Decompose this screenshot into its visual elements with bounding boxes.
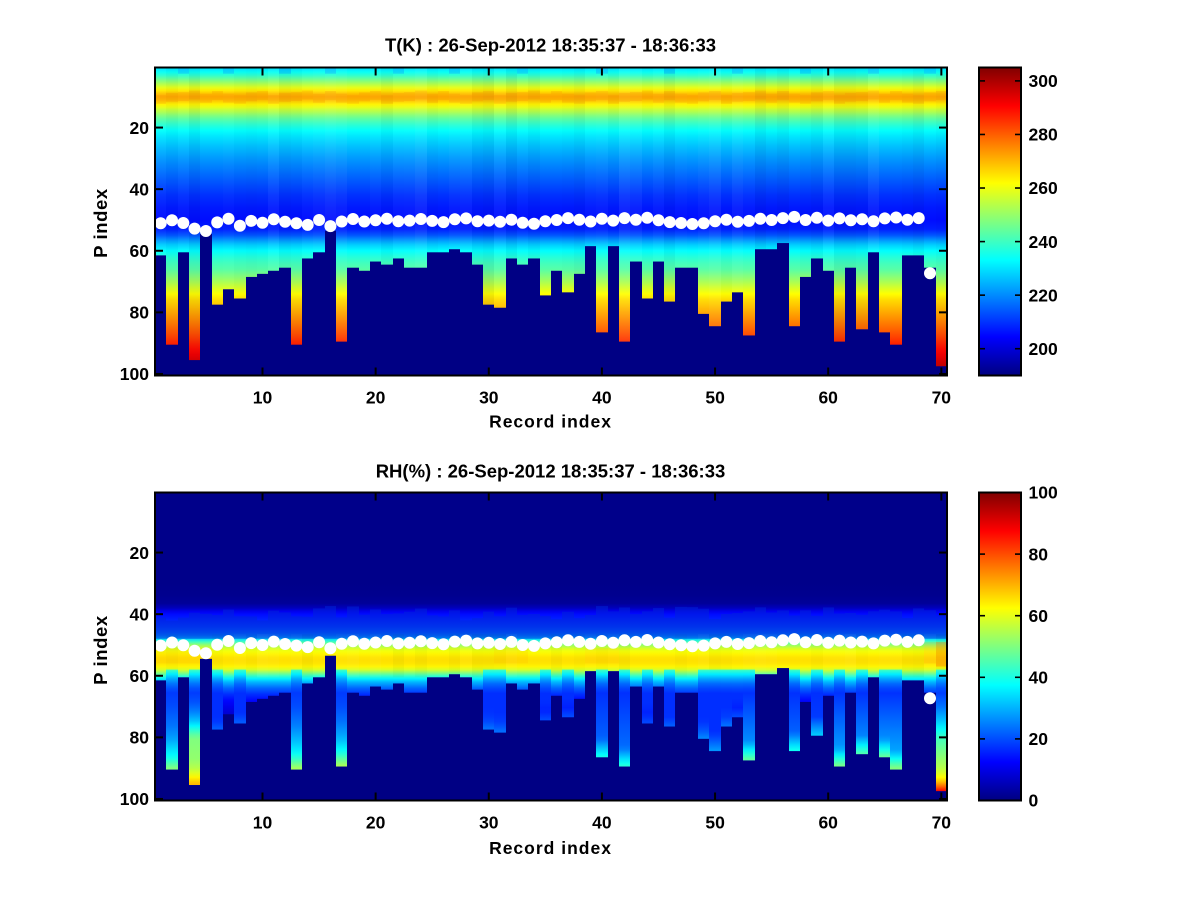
svg-text:60: 60 bbox=[130, 666, 150, 686]
svg-text:10: 10 bbox=[253, 388, 273, 408]
svg-text:80: 80 bbox=[1029, 544, 1049, 564]
svg-text:60: 60 bbox=[1029, 606, 1049, 626]
svg-text:P index: P index bbox=[90, 615, 111, 685]
svg-text:80: 80 bbox=[130, 303, 150, 323]
svg-text:70: 70 bbox=[932, 813, 952, 833]
svg-text:40: 40 bbox=[130, 604, 150, 624]
svg-text:60: 60 bbox=[818, 813, 838, 833]
svg-text:40: 40 bbox=[592, 388, 612, 408]
svg-text:20: 20 bbox=[1029, 729, 1049, 749]
svg-text:280: 280 bbox=[1029, 125, 1058, 145]
svg-text:40: 40 bbox=[592, 813, 612, 833]
svg-text:50: 50 bbox=[705, 813, 725, 833]
svg-text:40: 40 bbox=[130, 179, 150, 199]
svg-text:80: 80 bbox=[130, 728, 150, 748]
svg-text:T(K) : 26-Sep-2012 18:35:37 -: T(K) : 26-Sep-2012 18:35:37 - 18:36:33 bbox=[385, 35, 716, 56]
svg-text:200: 200 bbox=[1029, 339, 1058, 359]
svg-text:240: 240 bbox=[1029, 232, 1058, 252]
svg-text:0: 0 bbox=[1029, 791, 1039, 811]
svg-text:100: 100 bbox=[120, 789, 149, 809]
svg-text:20: 20 bbox=[130, 543, 150, 563]
svg-text:220: 220 bbox=[1029, 285, 1058, 305]
svg-text:Record index: Record index bbox=[489, 412, 612, 432]
svg-text:260: 260 bbox=[1029, 178, 1058, 198]
svg-text:100: 100 bbox=[1029, 483, 1058, 503]
svg-text:10: 10 bbox=[253, 813, 273, 833]
svg-text:P index: P index bbox=[90, 188, 111, 258]
svg-text:Record index: Record index bbox=[489, 838, 612, 858]
svg-text:20: 20 bbox=[366, 813, 386, 833]
svg-text:30: 30 bbox=[479, 388, 499, 408]
svg-text:60: 60 bbox=[818, 388, 838, 408]
svg-text:100: 100 bbox=[120, 364, 149, 384]
svg-text:50: 50 bbox=[705, 388, 725, 408]
svg-text:40: 40 bbox=[1029, 668, 1049, 688]
svg-text:20: 20 bbox=[130, 118, 150, 138]
svg-text:60: 60 bbox=[130, 241, 150, 261]
svg-text:RH(%) : 26-Sep-2012 18:35:37 -: RH(%) : 26-Sep-2012 18:35:37 - 18:36:33 bbox=[376, 461, 726, 482]
svg-text:30: 30 bbox=[479, 813, 499, 833]
svg-text:70: 70 bbox=[932, 388, 952, 408]
svg-text:20: 20 bbox=[366, 388, 386, 408]
svg-text:300: 300 bbox=[1029, 71, 1058, 91]
